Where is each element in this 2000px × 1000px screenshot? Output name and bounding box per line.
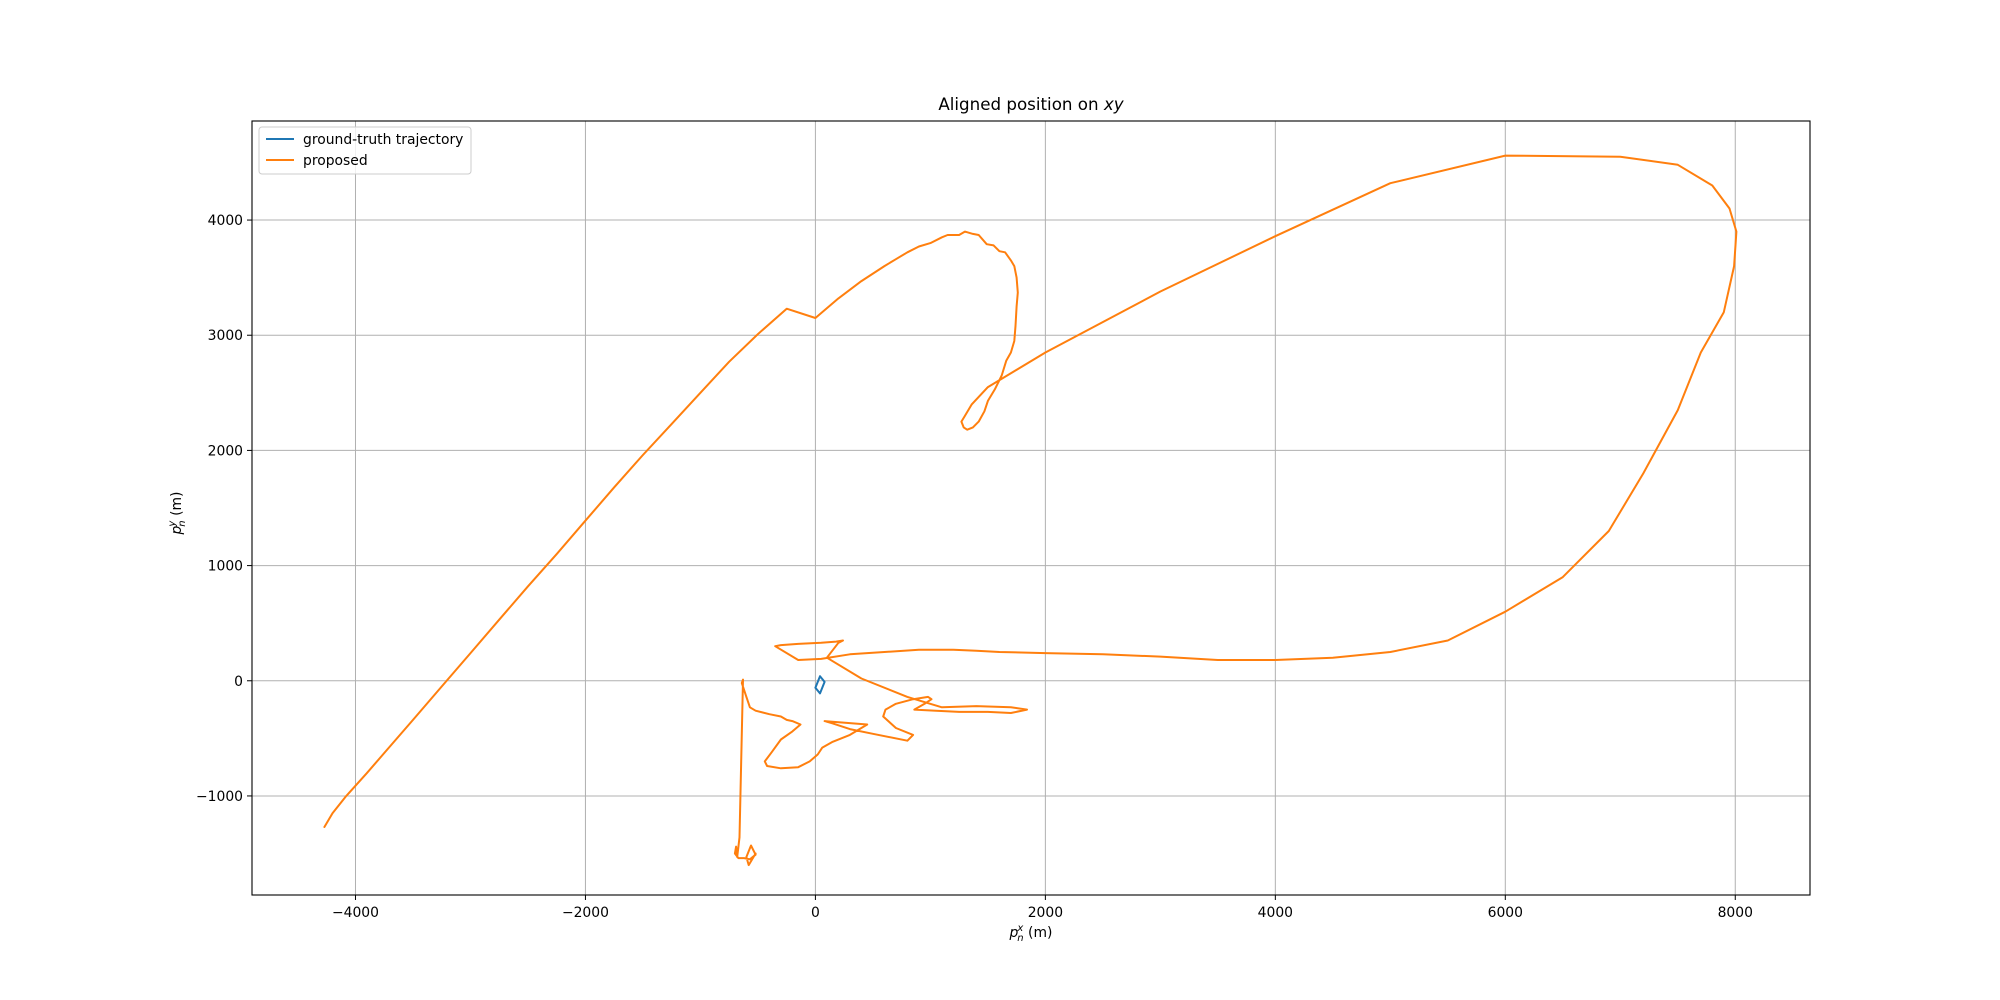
y-tick-label: 2000 — [208, 443, 243, 459]
x-tick-label: 0 — [811, 905, 820, 921]
y-axis-label: pyn (m) — [167, 492, 188, 536]
chart-title-math: xy — [1103, 94, 1125, 114]
legend-label-ground-truth: ground-truth trajectory — [303, 132, 463, 148]
y-axis-label-unit: (m) — [169, 492, 185, 521]
x-axis-label-unit: (m) — [1024, 925, 1053, 941]
y-axis-ticks: −1000 0 1000 2000 3000 4000 — [196, 213, 252, 805]
grid-lines — [252, 121, 1810, 895]
y-tick-label: 4000 — [208, 213, 243, 229]
x-tick-label: 2000 — [1028, 905, 1063, 921]
series-line-proposed — [323, 154, 1738, 867]
x-axis-label: px n (m) — [1009, 923, 1053, 944]
y-axis-label-superscript: y — [167, 520, 178, 528]
x-tick-label: −4000 — [332, 905, 379, 921]
x-tick-label: −2000 — [562, 905, 609, 921]
plot-area-frame — [251, 120, 1811, 896]
y-axis-label-subscript: n — [177, 520, 188, 526]
x-tick-label: 4000 — [1258, 905, 1293, 921]
chart-title-prefix: Aligned position on — [938, 94, 1104, 114]
x-axis-label-subscript: n — [1017, 933, 1023, 944]
y-tick-label: 0 — [234, 674, 243, 690]
y-tick-label: −1000 — [196, 789, 243, 805]
legend: ground-truth trajectory proposed — [258, 126, 472, 175]
chart-title: Aligned position on xy — [938, 94, 1124, 114]
series-layer — [323, 154, 1738, 867]
x-tick-label: 6000 — [1488, 905, 1523, 921]
x-axis-ticks: −4000 −2000 0 2000 4000 6000 8000 — [332, 895, 1753, 921]
series-line-ground-truth — [814, 675, 826, 695]
x-axis-label-symbol: p — [1009, 925, 1019, 941]
legend-box — [258, 126, 472, 175]
y-tick-label: 1000 — [208, 559, 243, 575]
y-tick-label: 3000 — [208, 328, 243, 344]
x-axis-label-superscript: x — [1016, 923, 1023, 934]
x-tick-label: 8000 — [1718, 905, 1753, 921]
y-axis-label-symbol: p — [169, 525, 185, 535]
legend-label-proposed: proposed — [303, 153, 368, 169]
